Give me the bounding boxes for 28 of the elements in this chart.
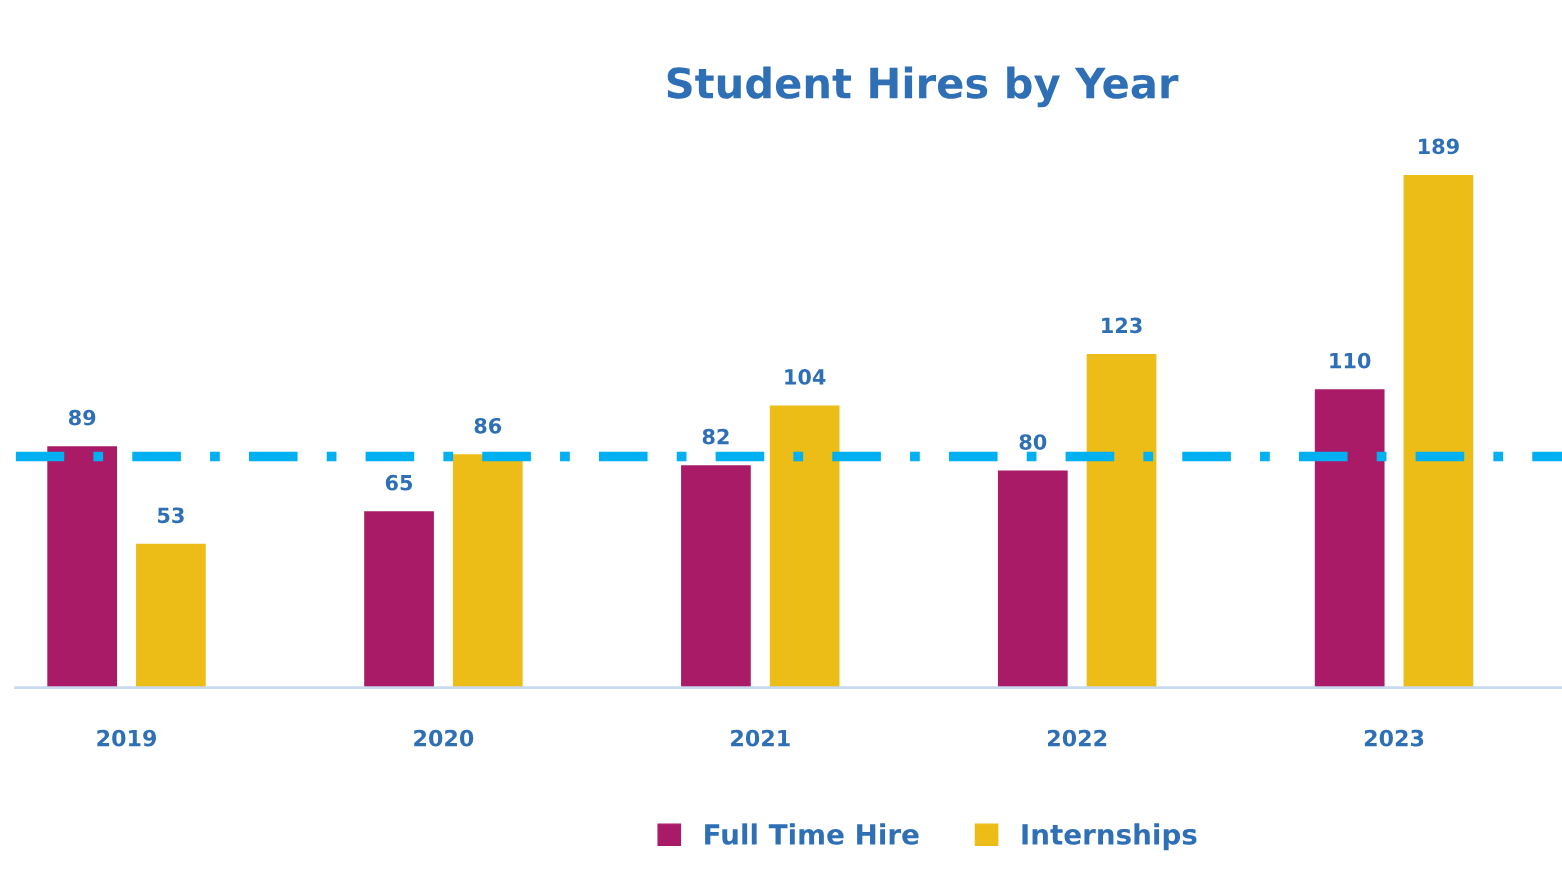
x-tick-label: 2021	[731, 729, 790, 747]
legend-label: Internships	[1022, 823, 1197, 851]
data-label: 189	[1419, 138, 1459, 155]
data-label: 53	[158, 507, 184, 524]
bar	[136, 543, 206, 688]
chart-title: Student Hires by Year	[667, 66, 1179, 108]
data-label: 110	[1330, 352, 1371, 369]
bar	[681, 465, 751, 688]
data-label: 104	[785, 369, 826, 385]
bar	[997, 470, 1068, 688]
bar	[1314, 389, 1385, 688]
data-label: 65	[385, 474, 413, 491]
x-tick-label: 2019	[97, 729, 157, 747]
bar	[769, 405, 840, 688]
x-tick-label: 2020	[414, 729, 474, 747]
data-label: 86	[474, 417, 502, 434]
bar	[452, 454, 523, 688]
bar	[47, 446, 118, 688]
x-tick-label: 2023	[1364, 729, 1424, 747]
data-label: 80	[1019, 434, 1047, 450]
data-label: 89	[68, 409, 96, 426]
bar	[1403, 174, 1474, 688]
data-label: 82	[702, 428, 729, 445]
data-label: 123	[1102, 317, 1142, 334]
x-tick-label: 2022	[1048, 729, 1107, 747]
legend-label: Full Time Hire	[705, 823, 919, 845]
bar	[364, 511, 434, 688]
bar	[1086, 353, 1157, 688]
